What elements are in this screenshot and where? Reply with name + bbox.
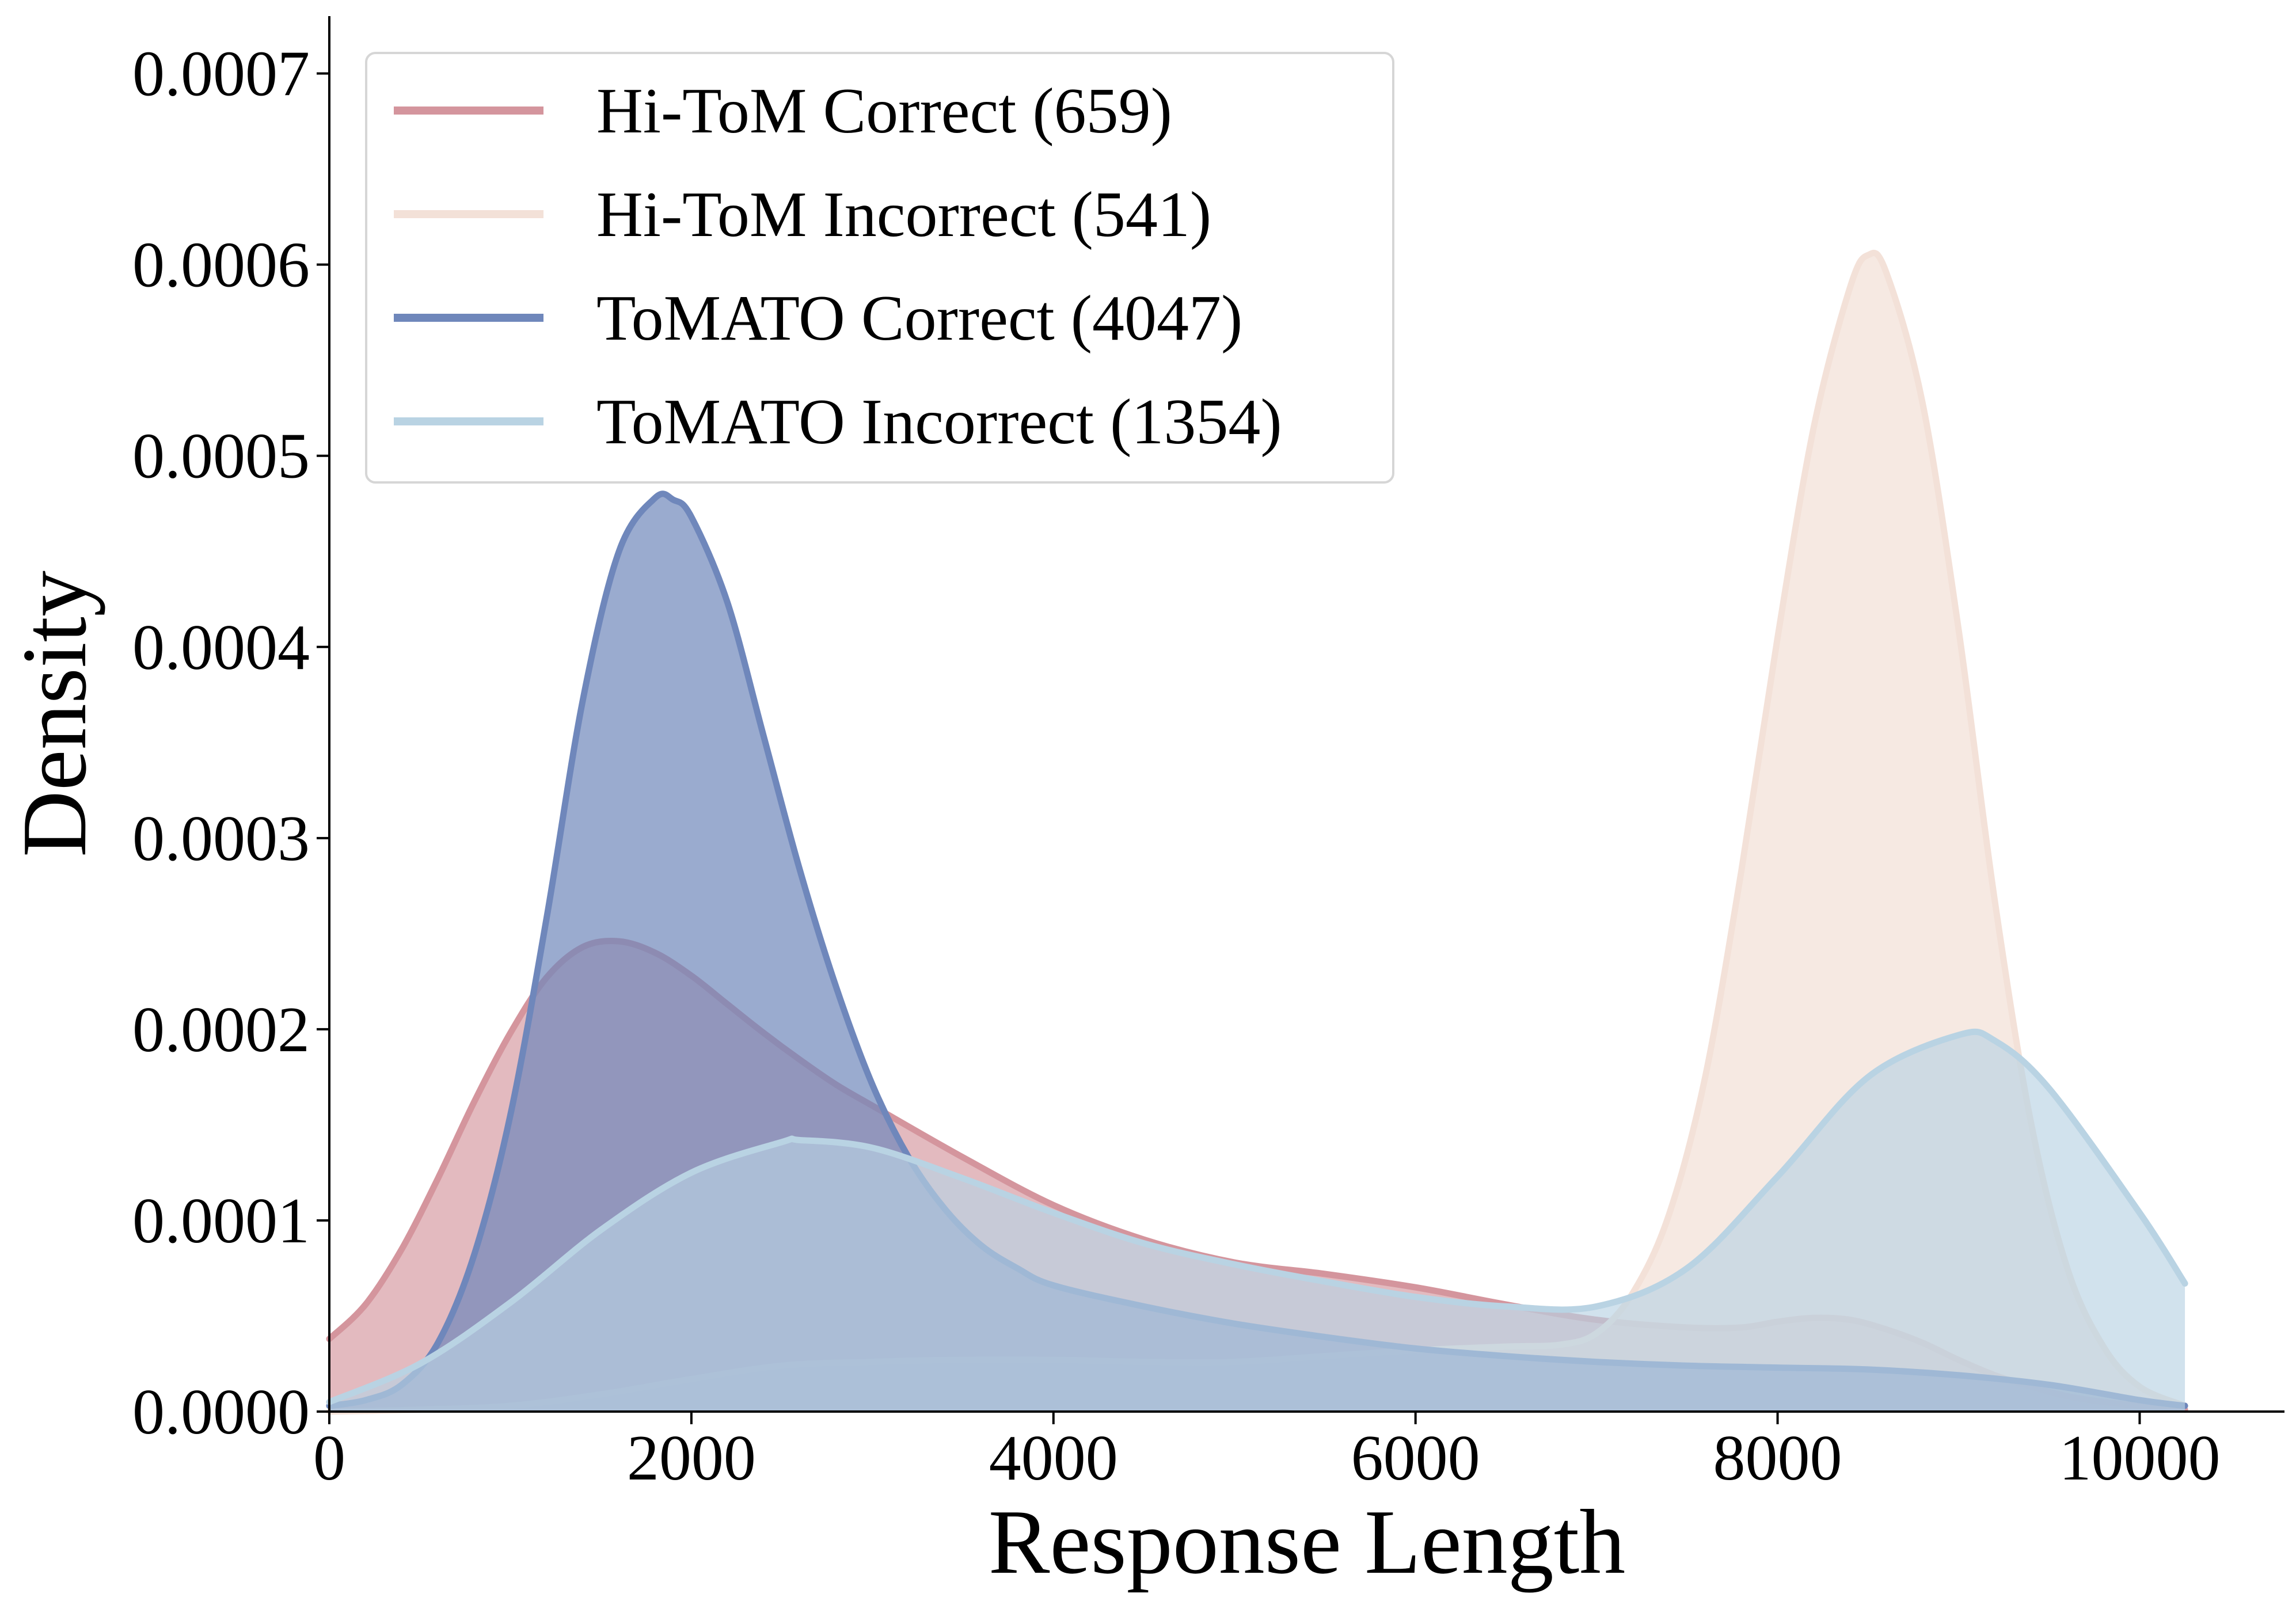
series-area-1 <box>329 253 2185 1412</box>
x-tick-label: 10000 <box>2059 1423 2220 1494</box>
ticks-layer: 0 2000 4000 6000 8000 10000 0.0000 0.0001 0.0002… <box>132 39 2220 1494</box>
y-tick-label: 0.0003 <box>132 803 310 874</box>
series-layer <box>326 249 2188 1415</box>
x-tick-label: 4000 <box>989 1423 1118 1494</box>
y-tick-label: 0.0006 <box>132 230 310 301</box>
legend-label-3: ToMATO Incorrect (1354) <box>596 386 1282 458</box>
x-tick-label: 0 <box>313 1423 345 1494</box>
x-tick-label: 8000 <box>1713 1423 1842 1494</box>
series-area-3 <box>329 1032 2185 1412</box>
x-tick-label: 6000 <box>1351 1423 1480 1494</box>
y-tick-label: 0.0002 <box>132 994 310 1066</box>
axes-layer <box>328 16 2284 1413</box>
y-axis-title: Density <box>3 571 105 857</box>
legend-entries: Hi-ToM Correct (659) Hi-ToM Incorrect (54… <box>394 75 1282 458</box>
y-tick-label: 0.0004 <box>132 612 310 683</box>
legend: Hi-ToM Correct (659) Hi-ToM Incorrect (54… <box>365 52 1394 484</box>
legend-label-0: Hi-ToM Correct (659) <box>596 75 1172 147</box>
x-tick-label: 2000 <box>627 1423 756 1494</box>
y-tick-label: 0.0001 <box>132 1185 310 1257</box>
y-tick-label: 0.0007 <box>132 39 310 110</box>
legend-frame <box>365 52 1394 484</box>
y-tick-label: 0.0000 <box>132 1376 310 1448</box>
legend-label-2: ToMATO Correct (4047) <box>596 283 1242 354</box>
legend-label-1: Hi-ToM Incorrect (541) <box>596 179 1211 250</box>
series-3 <box>326 1028 2188 1412</box>
series-line-3 <box>326 1028 2188 1405</box>
y-tick-label: 0.0005 <box>132 421 310 492</box>
x-axis-title: Response Length <box>989 1490 1625 1593</box>
